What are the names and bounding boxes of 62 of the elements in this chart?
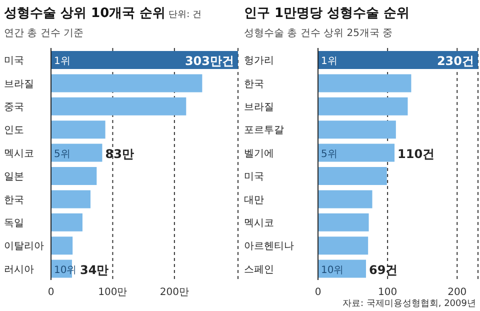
chart-subtitle: 연간 총 건수 기준 [4, 27, 84, 40]
y-tick-label: 멕시코 [244, 218, 274, 229]
y-tick-label: 브라질 [244, 102, 274, 113]
data-label: 69건 [369, 262, 398, 277]
bar [318, 120, 396, 139]
chart-subtitle: 성형수술 총 건수 상위 25개국 중 [244, 27, 393, 40]
y-tick-label: 아르헨티나 [244, 241, 294, 252]
bar [318, 236, 368, 255]
text: 자료: 국제미용성형협회, 2009년 [342, 298, 476, 310]
y-tick-label: 미국 [4, 56, 24, 67]
x-tick-label: 200만 [160, 287, 189, 298]
bar [318, 213, 369, 232]
annotation: 10위 [321, 264, 344, 276]
bar [51, 97, 186, 116]
bar [51, 74, 202, 92]
bar [51, 120, 106, 139]
x-tick-label: 100만 [98, 287, 128, 298]
x-tick-label: 0 [314, 287, 322, 298]
chart-title: 성형수술 상위 10개국 순위 [4, 6, 166, 21]
y-tick-label: 한국 [244, 78, 264, 90]
x-tick-label: 100 [378, 287, 398, 298]
data-label: 83만 [105, 146, 134, 161]
y-tick-label: 미국 [244, 172, 264, 183]
y-tick-label: 인도 [4, 125, 24, 136]
text: 단위: 건 [168, 10, 202, 20]
y-tick-label: 스페인 [244, 264, 274, 276]
annotation: 5위 [321, 148, 338, 160]
bar [318, 51, 478, 69]
data-label: 34만 [80, 262, 109, 277]
y-tick-label: 벨기에 [244, 148, 274, 160]
bar [318, 260, 366, 278]
annotation: 1위 [321, 56, 338, 67]
x-tick-label: 200 [448, 287, 467, 298]
x-tick-label: 0 [48, 287, 54, 298]
y-tick-label: 중국 [4, 102, 24, 113]
y-tick-label: 이탈리아 [4, 241, 44, 252]
annotation: 5위 [54, 148, 70, 160]
y-tick-label: 일본 [4, 172, 24, 183]
bar [51, 213, 82, 232]
data-label: 303만건 [184, 54, 234, 68]
y-tick-label: 포르투갈 [244, 125, 284, 136]
bar [51, 236, 73, 255]
y-tick-label: 헝가리 [244, 56, 274, 67]
bar [51, 190, 90, 208]
bar [51, 51, 238, 69]
y-tick-label: 러시아 [4, 264, 34, 276]
annotation: 1위 [54, 56, 70, 67]
y-tick-label: 한국 [4, 194, 24, 206]
chart-title: 인구 1만명당 성형수술 순위 [244, 6, 410, 21]
y-tick-label: 독일 [4, 218, 24, 229]
bar [51, 167, 97, 185]
y-tick-label: 대만 [244, 194, 264, 206]
bar [51, 144, 102, 162]
data-label: 110건 [398, 146, 435, 161]
bar [318, 97, 408, 116]
bar [318, 167, 387, 185]
bar [318, 74, 412, 92]
data-label: 230건 [436, 54, 474, 68]
bar [318, 190, 372, 208]
y-tick-label: 브라질 [4, 78, 34, 90]
bar [318, 144, 395, 162]
y-tick-label: 멕시코 [4, 148, 34, 160]
